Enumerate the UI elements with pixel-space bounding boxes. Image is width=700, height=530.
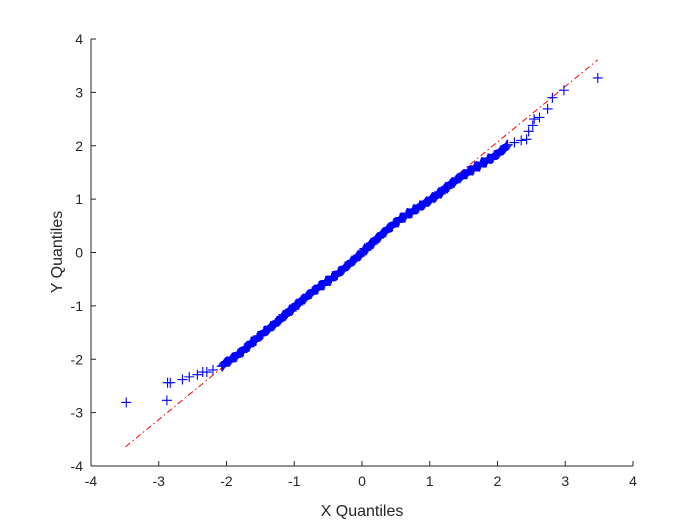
- data-point-marker: [192, 369, 203, 380]
- data-point-marker: [558, 85, 569, 96]
- data-point-marker: [281, 309, 292, 320]
- y-axis-ticks: -4 -3 -2 -1 0 1 2 3 4: [71, 31, 96, 474]
- reference-line-segment: [125, 59, 599, 448]
- y-tick-label: -2: [71, 351, 84, 367]
- x-tick-label: 1: [426, 473, 434, 489]
- x-tick-label: 2: [494, 473, 502, 489]
- y-tick-label: -1: [71, 298, 84, 314]
- y-axis-label: Y Quantiles: [49, 211, 66, 293]
- data-point-marker: [296, 295, 307, 306]
- x-axis-label: X Quantiles: [321, 503, 404, 520]
- data-point-marker: [527, 120, 538, 131]
- data-point-marker: [121, 397, 132, 408]
- data-point-marker: [529, 114, 540, 125]
- data-point-marker: [165, 377, 176, 388]
- x-tick-label: -2: [220, 473, 233, 489]
- data-point-marker: [355, 250, 366, 261]
- data-point-marker: [370, 234, 381, 245]
- x-tick-label: 3: [561, 473, 569, 489]
- data-point-marker: [161, 395, 172, 406]
- data-point-marker: [442, 183, 453, 194]
- data-point-marker: [274, 315, 285, 326]
- data-point-marker: [177, 374, 188, 385]
- data-point-marker: [521, 134, 532, 145]
- data-point-marker: [547, 92, 558, 103]
- data-point-marker: [516, 135, 527, 146]
- x-tick-label: -4: [85, 473, 98, 489]
- data-point-marker: [207, 364, 218, 375]
- x-tick-label: 0: [358, 473, 366, 489]
- data-point-marker: [501, 140, 512, 151]
- y-tick-label: 4: [75, 31, 83, 47]
- y-tick-label: -4: [71, 458, 84, 474]
- y-tick-label: 2: [75, 138, 83, 154]
- x-tick-label: -1: [288, 473, 301, 489]
- data-point-marker: [509, 137, 520, 148]
- data-point-marker: [302, 289, 313, 300]
- x-tick-label: 4: [629, 473, 637, 489]
- data-point-marker: [244, 341, 255, 352]
- data-point-marker: [286, 305, 297, 316]
- y-tick-label: 1: [75, 191, 83, 207]
- data-points: [121, 72, 603, 408]
- data-point-marker: [184, 371, 195, 382]
- data-point-marker: [436, 187, 447, 198]
- data-point-marker: [201, 367, 212, 378]
- y-tick-label: 3: [75, 84, 83, 100]
- x-axis-ticks: -4 -3 -2 -1 0 1 2 3 4: [85, 461, 637, 489]
- data-point-marker: [534, 112, 545, 123]
- data-point-marker: [523, 126, 534, 137]
- data-point-marker: [361, 245, 372, 256]
- y-tick-label: 0: [75, 245, 83, 261]
- data-point-marker: [262, 325, 273, 336]
- y-tick-label: -3: [71, 405, 84, 421]
- data-point-marker: [500, 141, 511, 152]
- data-point-marker: [499, 144, 510, 155]
- x-tick-label: -3: [153, 473, 166, 489]
- data-point-marker: [445, 179, 456, 190]
- reference-line: [125, 59, 599, 448]
- data-point-marker: [451, 173, 462, 184]
- data-point-marker: [592, 72, 603, 83]
- data-point-marker: [542, 103, 553, 114]
